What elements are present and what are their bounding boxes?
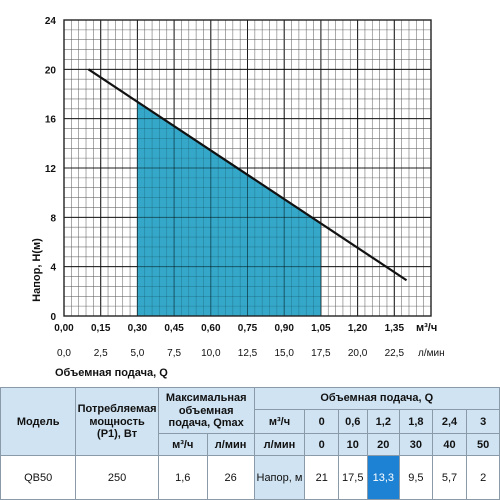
x-tick-label-secondary: 17,5 [311,348,331,359]
qmax-m3-cell: 1,6 [157,455,208,500]
head-cell: 21 [304,455,340,500]
flow-lmin-cell: 30 [399,433,433,457]
y-tick-label: 8 [50,213,56,224]
y-axis-ticks: 0 4 8 12 16 20 24 [45,16,57,323]
pump-performance-chart: 0 4 8 12 16 20 24 0,00 0,15 0,30 0,45 0,60 0,75 0,90… [31,16,445,379]
x-tick-label-primary: 1,05 [311,323,331,334]
specs-table: Модель Потребляемая мощность (P1), Вт Ма… [0,386,500,500]
x-axis-ticks-secondary: 0,0 2,5 5,0 7,5 10,0 12,5 15,0 17,5 20,0 22,5 [57,348,404,359]
x-tick-label-primary: 0,60 [201,323,221,334]
head-label: Напор, м [253,455,306,500]
y-tick-label: 20 [45,65,57,76]
flow-unit-m3: м³/ч [253,408,306,435]
flow-lmin-cell: 0 [304,433,340,457]
performance-curve-line [87,68,408,282]
power-header: Потребляемая мощность (P1), Вт [75,386,159,457]
x-tick-label-secondary: 5,0 [130,348,144,359]
x-axis-unit-secondary: л/мин [418,348,445,359]
x-tick-label-primary: 0,30 [128,323,148,334]
model-cell: QB50 [0,455,77,500]
x-tick-label-primary: 1,20 [348,323,368,334]
x-tick-label-secondary: 20,0 [348,348,368,359]
x-tick-label-secondary: 7,5 [167,348,181,359]
power-cell: 250 [75,455,159,500]
flow-m3-cell: 3 [466,408,500,435]
y-tick-label: 4 [50,263,56,274]
flow-m3-cell: 1,2 [366,408,401,435]
flow-lmin-cell: 40 [431,433,468,457]
x-tick-label-primary: 0,75 [238,323,258,334]
x-tick-label-primary: 0,15 [91,323,111,334]
flow-m3-cell: 0 [304,408,340,435]
x-tick-label-secondary: 12,5 [238,348,258,359]
head-cell-highlighted: 13,3 [366,455,401,500]
flow-m3-cell: 0,6 [338,408,368,435]
y-tick-label: 16 [45,115,57,126]
x-tick-label-secondary: 22,5 [385,348,405,359]
qmax-lmin-cell: 26 [206,455,255,500]
x-tick-label-secondary: 2,5 [94,348,108,359]
x-tick-label-primary: 0,00 [54,323,74,334]
y-tick-label: 12 [45,164,57,175]
x-tick-label-primary: 0,45 [164,323,184,334]
x-axis-unit-primary: м³/ч [416,322,437,334]
model-header: Модель [0,386,77,457]
flow-lmin-cell: 20 [366,433,401,457]
qmax-header: Максимальная объемная подача, Qmax [157,386,255,435]
head-cell: 9,5 [399,455,433,500]
chart-border [63,19,432,317]
x-axis-label: Объемная подача, Q [55,367,168,379]
chart-grid-overlay [63,19,432,317]
working-range-layer [137,101,321,317]
head-cell: 17,5 [338,455,368,500]
working-range-area [137,101,321,317]
x-tick-label-primary: 0,90 [274,323,294,334]
flow-lmin-cell: 50 [466,433,500,457]
y-axis-label: Напор, H(м) [31,238,43,302]
head-cell: 5,7 [431,455,468,500]
x-tick-label-primary: 1,35 [385,323,405,334]
flow-m3-cell: 1,8 [399,408,433,435]
x-axis-ticks-primary: 0,00 0,15 0,30 0,45 0,60 0,75 0,90 1,05 1,20 1,35 [54,323,404,334]
x-tick-label-secondary: 0,0 [57,348,71,359]
curve-layer [63,19,432,317]
chart-svg: 0 4 8 12 16 20 24 0,00 0,15 0,30 0,45 0,60 0,75 0,90… [31,16,445,379]
x-tick-label-secondary: 10,0 [201,348,221,359]
head-cell: 2 [466,455,500,500]
qmax-unit-lmin: л/мин [206,433,255,457]
x-tick-label-secondary: 15,0 [274,348,294,359]
y-tick-label: 24 [45,16,57,27]
qmax-unit-m3: м³/ч [157,433,208,457]
flow-unit-lmin: л/мин [253,433,306,457]
flow-m3-cell: 2,4 [431,408,468,435]
y-tick-label: 0 [50,312,56,323]
flow-header: Объемная подача, Q [253,387,500,410]
flow-lmin-cell: 10 [338,433,368,457]
